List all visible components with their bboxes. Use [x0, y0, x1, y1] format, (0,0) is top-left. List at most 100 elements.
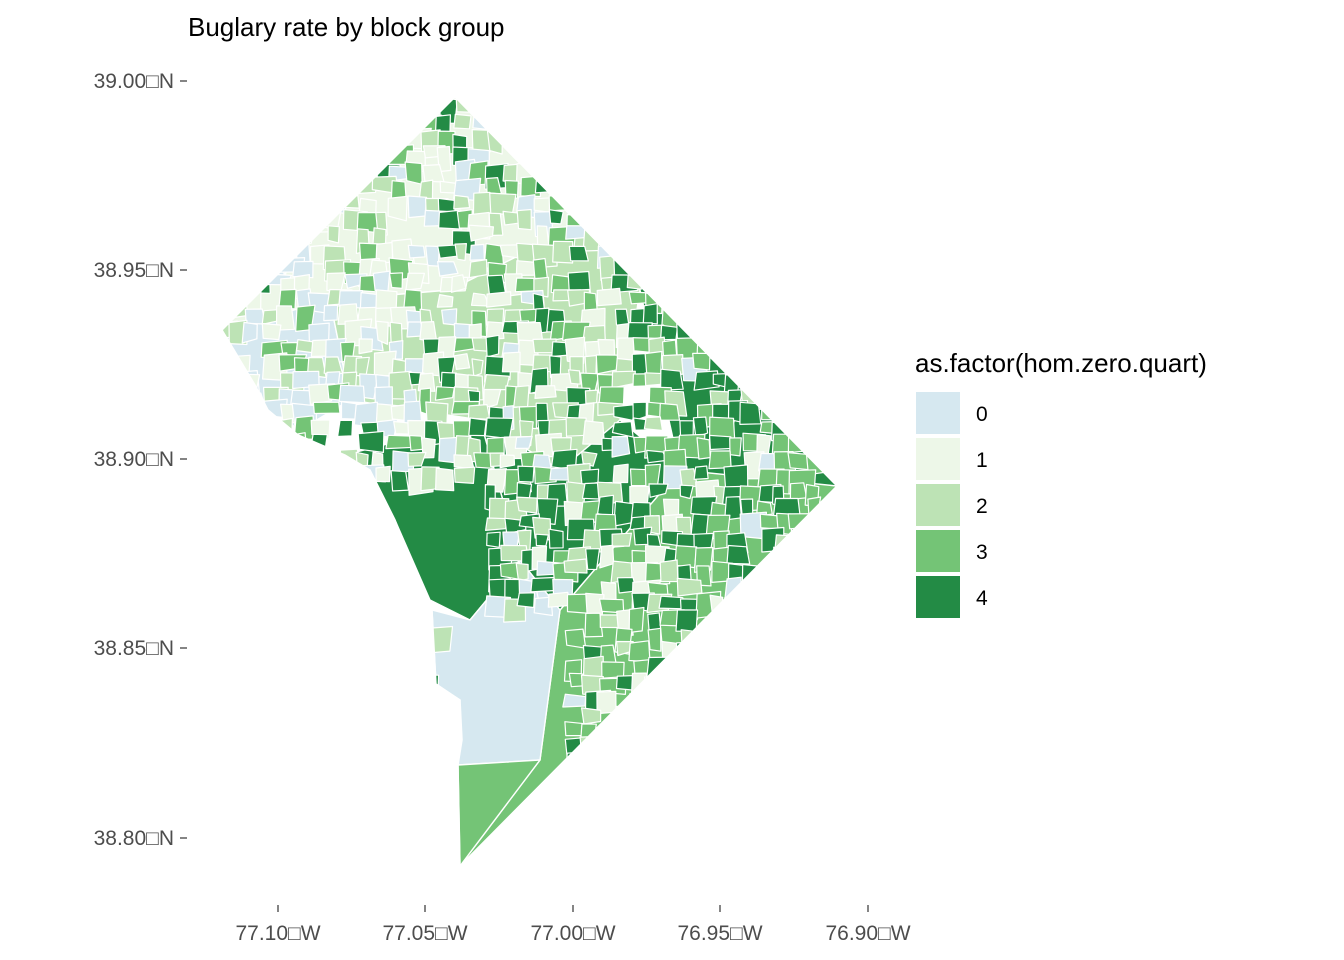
block-group [228, 563, 254, 578]
block-group [821, 623, 837, 640]
block-group [228, 645, 250, 673]
block-group [341, 498, 357, 521]
block-group [615, 212, 635, 239]
block-group [322, 483, 349, 502]
block-group [729, 131, 749, 158]
block-group [222, 468, 229, 490]
block-group [613, 738, 630, 767]
block-group [663, 688, 688, 707]
block-group [614, 195, 639, 223]
block-group [228, 114, 257, 142]
block-group [260, 592, 276, 619]
block-group [647, 627, 662, 652]
block-group [296, 708, 314, 728]
block-group [744, 208, 774, 227]
block-group [677, 753, 694, 782]
block-group [755, 369, 773, 392]
block-group [820, 738, 837, 757]
block-group [407, 97, 427, 115]
block-group [580, 164, 609, 184]
block-group [776, 229, 795, 250]
block-group [632, 401, 648, 422]
block-group [817, 707, 835, 722]
block-group [710, 688, 728, 707]
block-group [469, 97, 486, 114]
block-group [230, 628, 251, 649]
block-group [312, 561, 333, 582]
block-group [295, 178, 323, 195]
block-group [323, 723, 340, 742]
block-group [793, 97, 814, 113]
block-group [404, 161, 423, 185]
block-group [291, 547, 315, 560]
block-group [597, 145, 623, 169]
block-group [310, 753, 333, 773]
block-group [835, 660, 837, 688]
block-group [328, 564, 343, 584]
block-group [311, 546, 340, 573]
block-group [409, 611, 424, 638]
block-group [689, 244, 711, 265]
block-group [280, 131, 297, 146]
block-group [568, 98, 589, 118]
block-group [770, 118, 790, 134]
block-group [311, 500, 336, 515]
block-group [804, 367, 824, 380]
block-group [262, 546, 278, 563]
block-group [821, 306, 837, 324]
block-group [404, 725, 423, 741]
block-group [726, 658, 749, 679]
block-group [627, 753, 656, 771]
block-group [228, 274, 247, 293]
block-group [280, 641, 298, 657]
block-group [791, 752, 811, 768]
block-group [435, 467, 455, 492]
block-group [743, 180, 768, 196]
block-group [222, 433, 232, 462]
block-group [806, 533, 820, 547]
block-group [842, 707, 860, 729]
block-group [580, 208, 611, 229]
block-group [407, 244, 426, 259]
block-group [295, 192, 323, 208]
block-group [611, 435, 631, 458]
block-group [263, 479, 292, 508]
block-group [723, 321, 748, 345]
block-group [338, 513, 357, 536]
block-group [841, 754, 867, 768]
block-group [790, 255, 811, 285]
block-group [295, 148, 315, 168]
block-group [821, 384, 837, 402]
block-group [359, 513, 379, 531]
block-group [354, 644, 379, 671]
block-group [326, 597, 346, 616]
block-group [724, 597, 745, 617]
block-group [824, 162, 837, 183]
block-group [675, 609, 699, 632]
block-group [629, 100, 645, 118]
block-group [532, 100, 559, 129]
block-group [707, 721, 728, 742]
block-group [614, 705, 642, 724]
block-group [292, 625, 318, 639]
block-group [726, 544, 751, 565]
block-group [584, 757, 604, 773]
block-group [322, 547, 340, 569]
block-group [817, 209, 833, 228]
block-group [809, 560, 828, 577]
block-group [823, 432, 837, 457]
y-tick-label: 38.80□N [94, 827, 174, 850]
block-group [455, 97, 477, 113]
map-title: Buglary rate by block group [188, 12, 505, 42]
block-group [242, 452, 261, 469]
block-group [293, 758, 307, 781]
block-group [628, 258, 656, 279]
block-group [792, 740, 817, 755]
block-group [658, 722, 683, 747]
block-group [629, 131, 647, 154]
block-group [744, 630, 769, 655]
block-group [222, 339, 230, 361]
block-group [486, 531, 501, 548]
block-group [805, 115, 822, 138]
block-group [690, 658, 713, 679]
